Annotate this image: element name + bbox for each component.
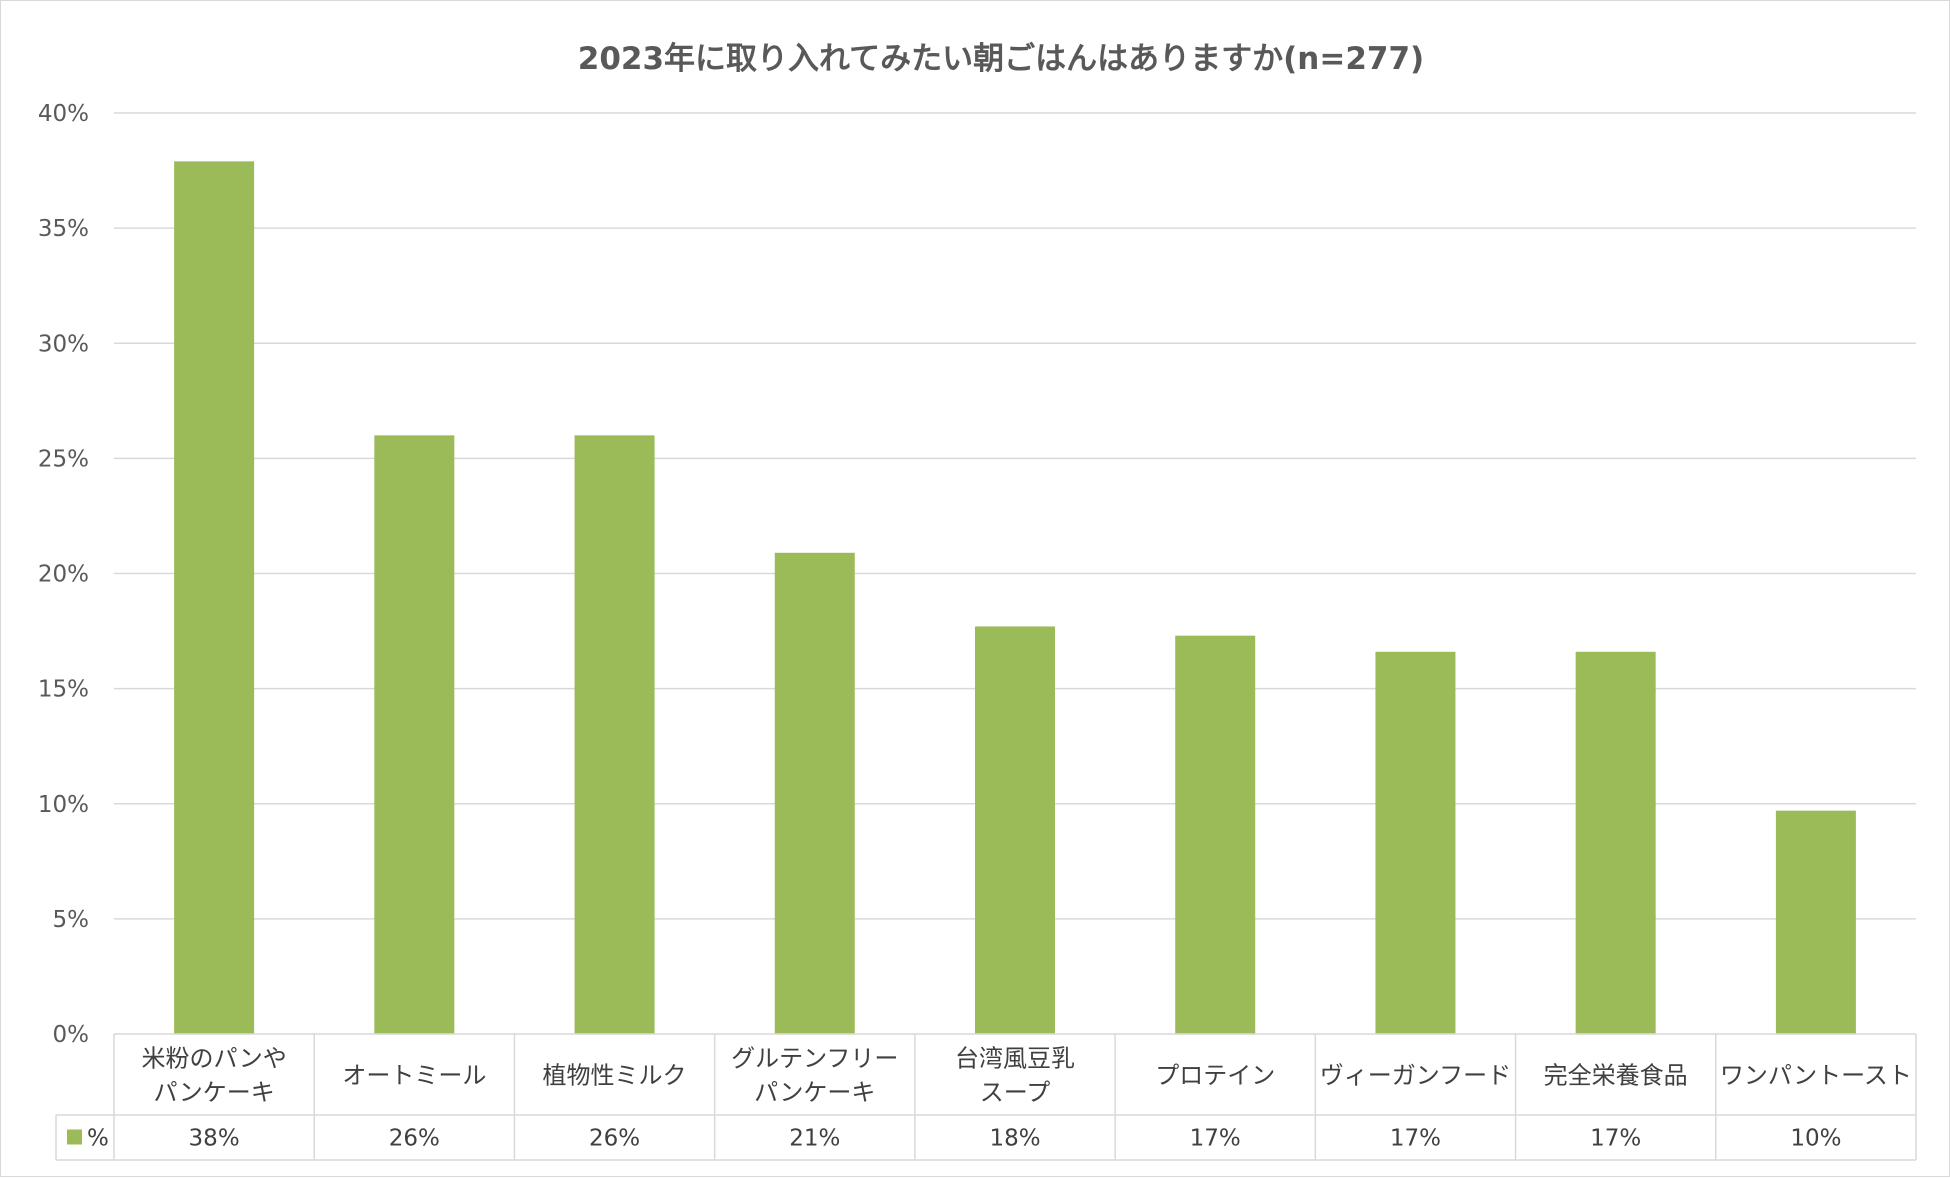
value-label: 26% [589,1126,640,1152]
category-label: ワンパントースト [1720,1062,1912,1090]
category-label: 完全栄養食品 [1544,1062,1688,1090]
value-label: 10% [1790,1126,1841,1152]
bar [374,435,455,1035]
category-label: プロテイン [1155,1062,1275,1090]
category-label: パンケーキ [754,1079,875,1107]
chart-title: 2023年に取り入れてみたい朝ごはんはありますか(n=277) [578,41,1424,77]
y-tick-label: 5% [53,907,90,933]
category-label: オートミール [342,1062,486,1090]
category-label: 台湾風豆乳 [955,1045,1075,1073]
bar [975,626,1055,1034]
value-label: 21% [789,1126,840,1152]
category-label: パンケーキ [154,1079,275,1107]
bar [1575,651,1656,1034]
value-label: 17% [1590,1126,1641,1152]
bar [1175,635,1256,1034]
y-axis-ticks: 0% 5% 10% 15% 20% 25% 30% 35% 40% [38,101,89,1048]
y-tick-label: 0% [53,1022,90,1048]
y-tick-label: 25% [38,446,89,472]
category-label: スープ [980,1079,1051,1107]
legend-swatch [67,1129,82,1145]
bar [1375,651,1456,1034]
category-label: 米粉のパンや [142,1045,287,1073]
category-label: グルテンフリー [731,1045,898,1073]
category-label: 植物性ミルク [543,1062,687,1090]
y-tick-label: 30% [38,331,89,357]
value-label: 17% [1190,1126,1241,1152]
bars [174,161,1856,1035]
bar [574,435,655,1035]
bar [774,552,855,1034]
value-label: 17% [1390,1126,1441,1152]
y-tick-label: 10% [38,792,89,818]
value-label: 38% [189,1126,240,1152]
legend-label: % [87,1126,109,1152]
y-tick-label: 40% [38,101,89,127]
value-label: 26% [389,1126,440,1152]
bar [174,161,255,1035]
y-tick-label: 15% [38,677,89,703]
category-label: ヴィーガンフード [1320,1062,1511,1090]
value-label: 18% [989,1126,1040,1152]
bar [1775,810,1856,1034]
y-tick-label: 35% [38,216,89,242]
y-tick-label: 20% [38,562,89,588]
